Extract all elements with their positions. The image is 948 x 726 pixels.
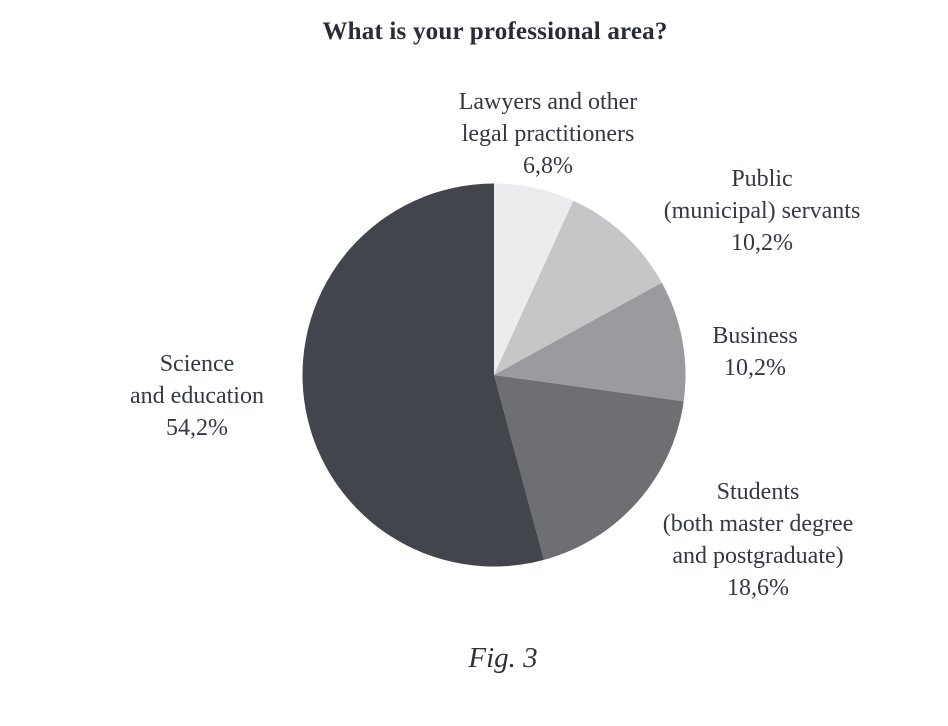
chart-title: What is your professional area?: [322, 18, 668, 45]
pie-slice: [302, 183, 544, 567]
slice-label-value: 54,2%: [166, 415, 228, 441]
pie-slice: [494, 282, 686, 402]
slice-label-public-servants: Public (municipal) servants 10,2%: [612, 163, 912, 259]
pie-slice: [494, 200, 662, 375]
slice-label-lawyers: Lawyers and other legal practitioners 6,…: [398, 86, 698, 182]
slice-label-value: 10,2%: [731, 230, 793, 256]
slice-label-text: Lawyers and other legal practitioners: [458, 89, 638, 147]
slice-label-value: 18,6%: [727, 575, 789, 601]
slice-label-text: Business: [712, 323, 798, 349]
slice-label-text: Public (municipal) servants: [663, 166, 861, 224]
slice-label-business: Business 10,2%: [655, 320, 855, 384]
slice-label-value: 10,2%: [724, 355, 786, 381]
slice-label-text: Students (both master degree and postgra…: [662, 479, 854, 569]
pie-chart: [302, 183, 686, 567]
slice-label-students: Students (both master degree and postgra…: [608, 476, 908, 604]
slice-label-text: Science and education: [130, 351, 264, 409]
figure-caption: Fig. 3: [468, 642, 538, 674]
pie-slice: [494, 375, 684, 560]
slice-label-value: 6,8%: [523, 153, 573, 179]
pie-slice: [494, 183, 574, 375]
slice-label-science-education: Science and education 54,2%: [72, 348, 322, 444]
